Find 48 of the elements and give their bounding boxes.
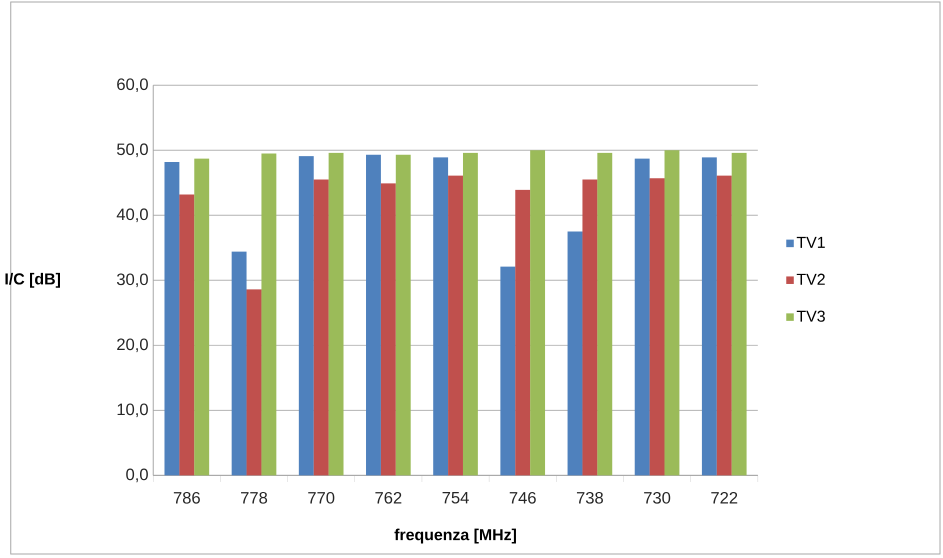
bar <box>261 154 276 476</box>
bar <box>650 178 665 476</box>
bar <box>716 176 732 476</box>
bar <box>702 157 717 476</box>
bar <box>366 154 381 476</box>
x-tick-label: 762 <box>375 492 402 504</box>
bar <box>664 150 680 476</box>
x-tick-label: 778 <box>241 492 268 504</box>
legend-label: TV3 <box>796 310 825 322</box>
y-tick-label: 10,0 <box>118 404 148 418</box>
legend-label: TV1 <box>796 236 825 248</box>
bar <box>328 152 344 476</box>
bar <box>462 152 478 476</box>
x-tick-label: 738 <box>576 492 603 504</box>
bar <box>164 162 180 476</box>
bar <box>433 157 448 476</box>
bar <box>448 176 463 476</box>
y-tick-label: 30,0 <box>116 273 148 288</box>
bar <box>194 158 210 476</box>
bar <box>568 232 582 476</box>
legend-label: TV2 <box>796 274 825 285</box>
x-tick-label: 746 <box>510 492 536 504</box>
bar <box>232 252 247 476</box>
bar <box>530 150 546 476</box>
x-tick-label: 754 <box>442 492 469 504</box>
bar <box>515 190 530 476</box>
bar <box>597 152 612 476</box>
bar <box>500 266 516 476</box>
bar <box>298 156 314 476</box>
bar <box>582 180 598 476</box>
bar <box>246 289 262 476</box>
bar <box>634 158 650 476</box>
bar <box>380 183 396 476</box>
y-tick-label: 60,0 <box>117 78 148 92</box>
bar <box>314 180 329 476</box>
x-tick-label: 786 <box>174 492 200 504</box>
y-tick-label: 40,0 <box>116 208 148 222</box>
x-tick-label: 770 <box>308 492 334 504</box>
y-tick-label: 50,0 <box>117 143 148 158</box>
bar <box>732 152 747 476</box>
x-axis-title: frequenza [MHz] <box>394 528 516 544</box>
x-tick-label: 730 <box>644 492 670 504</box>
x-tick-label: 722 <box>711 492 738 504</box>
bar <box>179 194 194 476</box>
y-tick-label: 0,0 <box>126 468 148 482</box>
y-tick-label: 20,0 <box>117 338 148 352</box>
bar <box>396 154 411 476</box>
y-axis-title: I/C [dB] <box>5 272 60 288</box>
